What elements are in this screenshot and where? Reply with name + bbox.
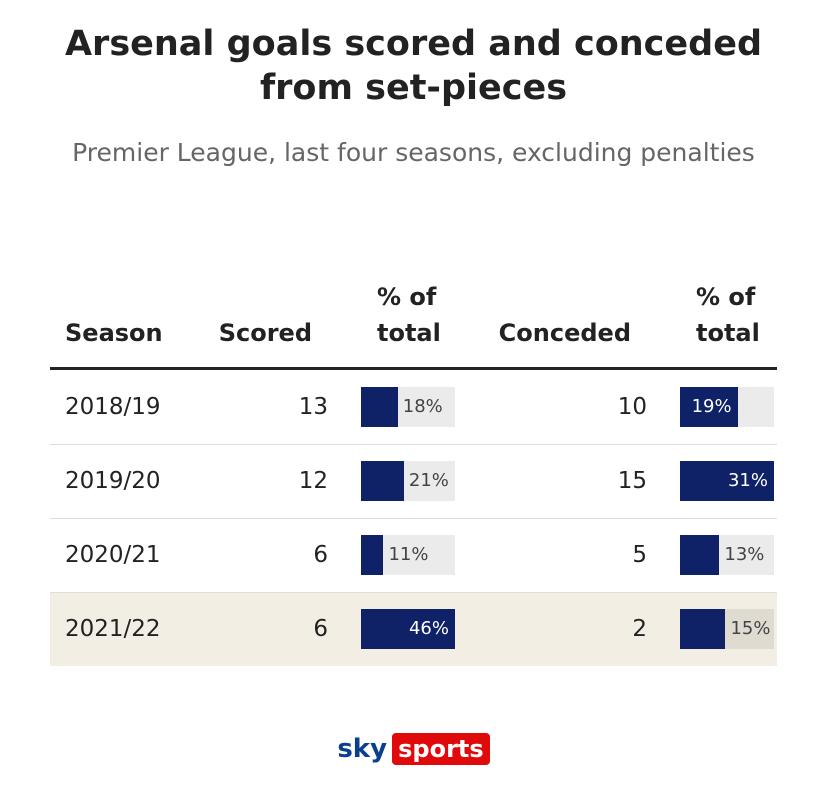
season: 2021/22 [65, 616, 161, 642]
bar-label: 18% [402, 396, 443, 417]
bar-label: 19% [691, 396, 732, 417]
conceded: 15 [617, 468, 647, 494]
season: 2020/21 [65, 542, 161, 568]
season: 2018/19 [65, 394, 161, 420]
conceded: 10 [617, 394, 647, 420]
conceded: 2 [632, 616, 647, 642]
bar [361, 609, 455, 649]
bar [680, 535, 720, 575]
column-header: Conceded [498, 319, 631, 347]
column-header: Season [65, 319, 163, 347]
bar-label: 31% [727, 470, 768, 491]
bar-label: 15% [730, 618, 771, 639]
subtitle: Premier League, last four seasons, exclu… [72, 138, 755, 167]
bar-label: 11% [388, 544, 429, 565]
bar [680, 387, 738, 427]
bar-label: 21% [408, 470, 449, 491]
bar [361, 387, 398, 427]
bar [680, 461, 774, 501]
column-header: Scored [218, 319, 312, 347]
row-rule [50, 592, 777, 593]
bar-label: 13% [724, 544, 765, 565]
row-rule [50, 444, 777, 445]
bar [361, 461, 404, 501]
column-header: % of total [377, 283, 441, 347]
scored: 12 [298, 468, 328, 494]
column-header: % of total [696, 283, 760, 347]
bar [361, 535, 384, 575]
header-rule [50, 367, 777, 370]
bar [680, 609, 726, 649]
conceded: 5 [632, 542, 647, 568]
logo: sky sports [0, 733, 827, 765]
scored: 6 [313, 616, 328, 642]
title: Arsenal goals scored and conceded from s… [64, 24, 763, 108]
logo-brand: sky [337, 734, 388, 764]
season: 2019/20 [65, 468, 161, 494]
scored: 13 [298, 394, 328, 420]
logo-product: sports [392, 733, 490, 765]
bar-label: 46% [408, 618, 449, 639]
scored: 6 [313, 542, 328, 568]
row-rule [50, 518, 777, 519]
